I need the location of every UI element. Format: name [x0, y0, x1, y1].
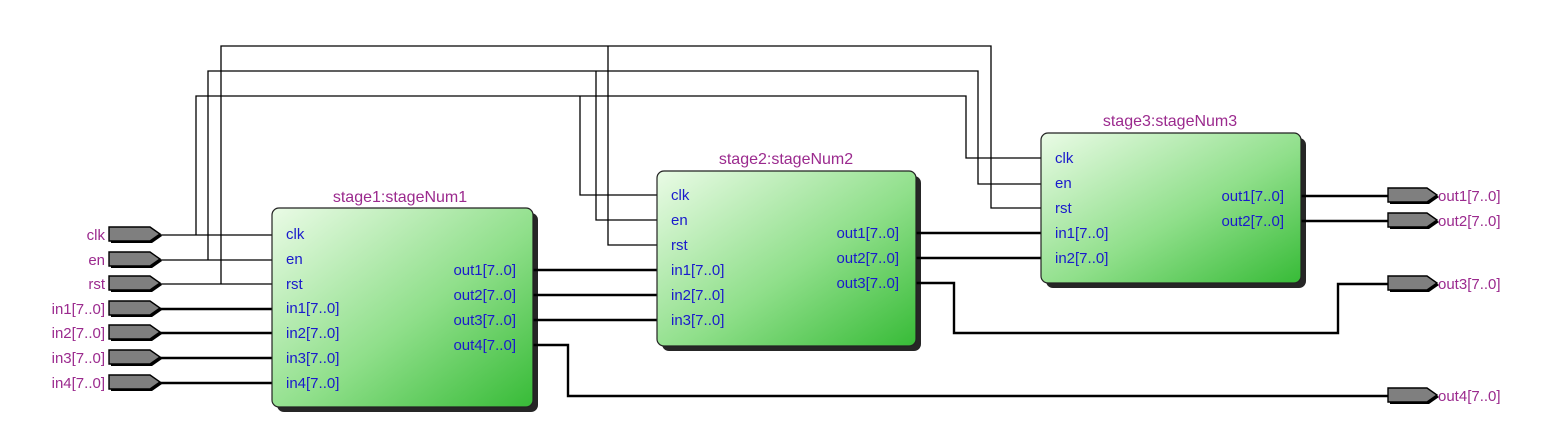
pin-label: en — [1055, 175, 1072, 192]
pin-label: en — [286, 251, 303, 268]
pin-label: out2[7..0] — [836, 250, 899, 267]
pin-label: clk — [1055, 150, 1074, 167]
block-stage2[interactable]: stage2:stageNum2 clk en rst in1[7..0] in… — [656, 151, 921, 351]
port-label: out2[7..0] — [1438, 213, 1501, 230]
port-label: rst — [88, 276, 105, 293]
output-port-out4[interactable]: out4[7..0] — [1387, 387, 1501, 405]
input-pins: clk en rst in1[7..0] in2[7..0] — [1055, 150, 1108, 267]
port-label: in4[7..0] — [52, 375, 105, 392]
pin-label: out1[7..0] — [1221, 188, 1284, 205]
port-label: out4[7..0] — [1438, 388, 1501, 405]
output-port-out1[interactable]: out1[7..0] — [1387, 187, 1501, 205]
pin-label: en — [671, 212, 688, 229]
pin-label: in2[7..0] — [1055, 250, 1108, 267]
bus-s2out3-out3 — [916, 281, 1388, 335]
input-ports: clk en rst in1[7..0] in2[7..0] in3[7..0] — [52, 226, 162, 392]
input-port-in3[interactable]: in3[7..0] — [52, 349, 162, 367]
block-title: stage2:stageNum2 — [719, 151, 853, 168]
pin-label: out1[7..0] — [453, 262, 516, 279]
input-port-in1[interactable]: in1[7..0] — [52, 300, 162, 318]
pin-label: clk — [671, 187, 690, 204]
block-title: stage3:stageNum3 — [1103, 113, 1237, 130]
pin-label: in1[7..0] — [671, 262, 724, 279]
output-port-out2[interactable]: out2[7..0] — [1387, 212, 1501, 230]
pin-label: out1[7..0] — [836, 225, 899, 242]
input-port-in2[interactable]: in2[7..0] — [52, 324, 162, 342]
pin-label: out3[7..0] — [453, 312, 516, 329]
input-port-clk[interactable]: clk — [87, 226, 162, 244]
input-port-in4[interactable]: in4[7..0] — [52, 374, 162, 392]
port-label: out1[7..0] — [1438, 188, 1501, 205]
block-stage1[interactable]: stage1:stageNum1 clk en rst in1[7..0] in… — [271, 189, 538, 412]
pin-label: out3[7..0] — [836, 275, 899, 292]
pin-label: rst — [1055, 200, 1072, 217]
wires — [160, 45, 1388, 398]
port-label: in1[7..0] — [52, 301, 105, 318]
port-label: en — [88, 252, 105, 269]
port-label: in3[7..0] — [52, 350, 105, 367]
bus-s1out4-out4 — [533, 343, 1388, 398]
input-pins: clk en rst in1[7..0] in2[7..0] in3[7..0] — [671, 187, 724, 329]
pin-label: in3[7..0] — [671, 312, 724, 329]
wire-en — [160, 70, 1041, 261]
port-label: in2[7..0] — [52, 325, 105, 342]
output-ports: out1[7..0] out2[7..0] out3[7..0] out4[7.… — [1387, 187, 1501, 405]
input-port-rst[interactable]: rst — [88, 275, 162, 293]
pin-label: in1[7..0] — [1055, 225, 1108, 242]
pin-label: rst — [671, 237, 688, 254]
pin-label: in3[7..0] — [286, 350, 339, 367]
input-pins: clk en rst in1[7..0] in2[7..0] in3[7..0]… — [286, 226, 339, 392]
pin-label: out4[7..0] — [453, 337, 516, 354]
wire-rst — [160, 45, 1041, 285]
output-pins: out1[7..0] out2[7..0] out3[7..0] out4[7.… — [453, 262, 516, 354]
pin-label: clk — [286, 226, 305, 243]
output-port-out3[interactable]: out3[7..0] — [1387, 275, 1501, 293]
block-title: stage1:stageNum1 — [333, 189, 467, 206]
input-port-en[interactable]: en — [88, 251, 162, 269]
pin-label: in2[7..0] — [286, 325, 339, 342]
port-label: out3[7..0] — [1438, 276, 1501, 293]
pin-label: out2[7..0] — [1221, 213, 1284, 230]
pin-label: rst — [286, 276, 303, 293]
pin-label: in2[7..0] — [671, 287, 724, 304]
pin-label: in1[7..0] — [286, 300, 339, 317]
pin-label: out2[7..0] — [453, 287, 516, 304]
output-pins: out1[7..0] out2[7..0] — [1221, 188, 1284, 230]
wire-clk — [160, 95, 1041, 236]
port-label: clk — [87, 227, 106, 244]
block-stage3[interactable]: stage3:stageNum3 clk en rst in1[7..0] in… — [1040, 113, 1306, 288]
output-pins: out1[7..0] out2[7..0] out3[7..0] — [836, 225, 899, 292]
pin-label: in4[7..0] — [286, 375, 339, 392]
